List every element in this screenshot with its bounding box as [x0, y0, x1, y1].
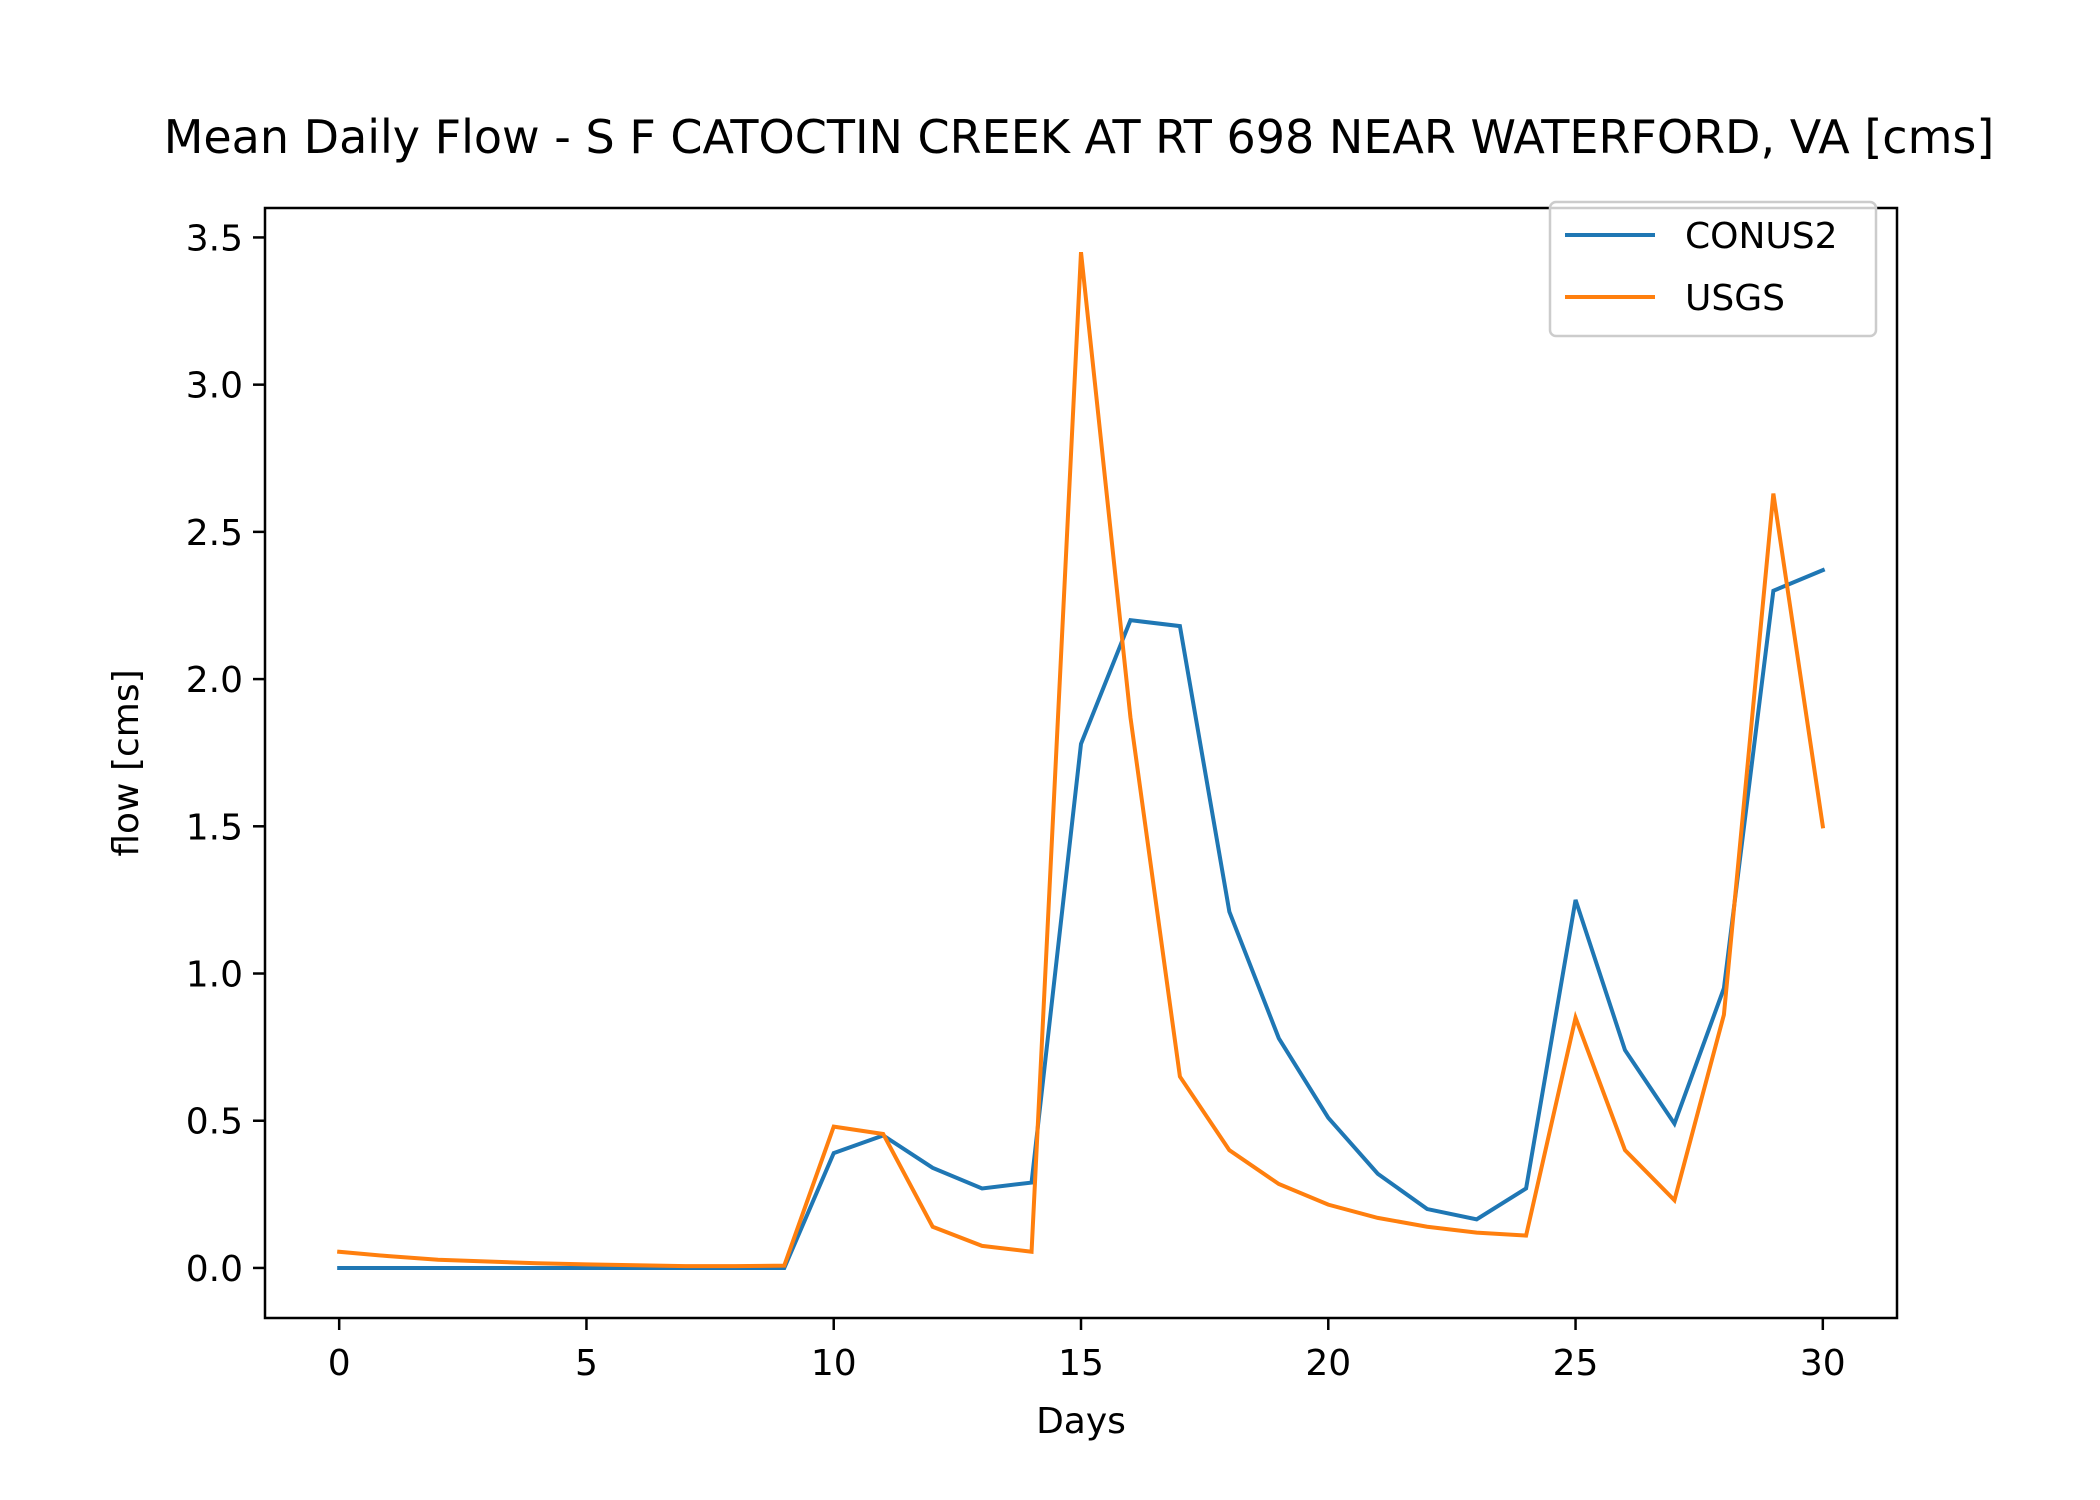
- x-tick-label: 10: [811, 1343, 857, 1384]
- y-tick-label: 2.0: [186, 660, 243, 701]
- chart-title: Mean Daily Flow - S F CATOCTIN CREEK AT …: [164, 110, 1995, 164]
- x-tick-label: 20: [1305, 1343, 1351, 1384]
- x-axis-label: Days: [1036, 1401, 1126, 1442]
- y-axis-label: flow [cms]: [106, 669, 147, 856]
- y-tick-label: 0.5: [186, 1102, 243, 1143]
- plot-area: [263, 206, 1899, 1320]
- series-line-conus2: [337, 567, 1826, 1270]
- x-axis: 0 5 10 15 20 25 30: [328, 1318, 1846, 1384]
- y-tick-label: 0.0: [186, 1249, 243, 1290]
- legend-label-usgs: USGS: [1685, 278, 1785, 319]
- y-tick-label: 3.0: [186, 366, 243, 407]
- y-tick-label: 2.5: [186, 513, 243, 554]
- y-tick-label: 3.5: [186, 218, 243, 259]
- legend-label-conus2: CONUS2: [1685, 216, 1838, 257]
- x-tick-label: 0: [328, 1343, 351, 1384]
- series-lines: [337, 251, 1826, 1270]
- y-tick-label: 1.0: [186, 955, 243, 996]
- legend: CONUS2 USGS: [1548, 200, 1878, 338]
- y-tick-label: 1.5: [186, 807, 243, 848]
- y-axis: 0.0 0.5 1.0 1.5 2.0 2.5 3.0 3.5: [186, 218, 265, 1290]
- x-tick-label: 30: [1800, 1343, 1846, 1384]
- x-tick-label: 25: [1553, 1343, 1599, 1384]
- x-tick-label: 5: [575, 1343, 598, 1384]
- x-tick-label: 15: [1058, 1343, 1104, 1384]
